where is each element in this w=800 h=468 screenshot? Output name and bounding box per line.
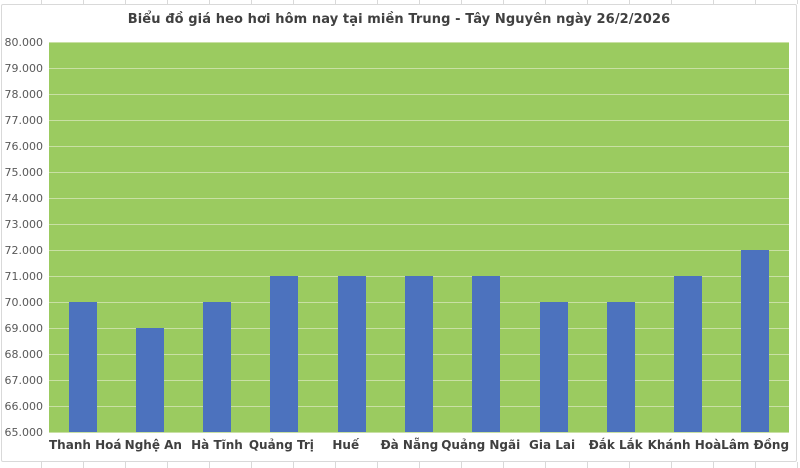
x-axis-label: Khánh Hoà [647,438,722,452]
x-axis-label: Huế [332,438,360,452]
x-axis-label: Quảng Ngãi [441,438,521,452]
y-axis-label: 73.000 [4,218,44,231]
chart-frame[interactable]: Biểu đồ giá heo hơi hôm nay tại miền Tru… [1,4,797,462]
y-axis-label: 67.000 [4,374,44,387]
gridline [49,68,789,69]
gridline [49,250,789,251]
bar-Quảng Trị[interactable] [270,276,298,432]
x-axis-label: Lâm Đồng [721,438,790,452]
y-axis-label: 69.000 [4,322,44,335]
y-axis-label: 80.000 [4,36,44,49]
y-axis-label: 72.000 [4,244,44,257]
gridline [49,432,789,433]
gridline [49,198,789,199]
bar-Đà Nẵng[interactable] [405,276,433,432]
bar-Huế[interactable] [338,276,366,432]
x-axis-label: Gia Lai [529,438,576,452]
bar-Quảng Ngãi[interactable] [472,276,500,432]
x-axis-label: Thanh Hoá [49,438,122,452]
x-axis-label: Đà Nẵng [380,438,439,452]
bar-Thanh Hoá[interactable] [69,302,97,432]
y-axis-label: 71.000 [4,270,44,283]
x-axis: Thanh Hoá Nghệ An Hà Tĩnh Quảng Trị Huế Đà Nẵ… [49,438,789,456]
y-axis-label: 68.000 [4,348,44,361]
x-axis-label: Nghệ An [124,438,182,452]
bar-Lâm Đồng[interactable] [741,250,769,432]
x-axis-label: Đắk Lắk [588,438,643,452]
y-axis-label: 65.000 [4,426,44,439]
bar-Hà Tĩnh[interactable] [203,302,231,432]
gridline [49,120,789,121]
y-axis-label: 70.000 [4,296,44,309]
spreadsheet-gridlines-bottom [0,462,800,468]
x-axis-label: Hà Tĩnh [191,438,243,452]
y-axis-label: 75.000 [4,166,44,179]
y-axis-label: 77.000 [4,114,44,127]
y-axis-label: 79.000 [4,62,44,75]
gridline [49,172,789,173]
plot-area [49,42,789,433]
chart-title: Biểu đồ giá heo hơi hôm nay tại miền Tru… [127,12,671,27]
y-axis-label: 66.000 [4,400,44,413]
gridline [49,224,789,225]
y-axis-label: 78.000 [4,88,44,101]
bar-Đắk Lắk[interactable] [607,302,635,432]
bar-Nghệ An[interactable] [136,328,164,432]
gridline [49,42,789,43]
bar-Khánh Hoà[interactable] [674,276,702,432]
bar-Gia Lai[interactable] [540,302,568,432]
x-axis-label: Quảng Trị [248,438,314,452]
gridline [49,146,789,147]
spreadsheet-gridlines-top [0,0,800,4]
y-axis-label: 76.000 [4,140,44,153]
y-axis-label: 74.000 [4,192,44,205]
gridline [49,94,789,95]
